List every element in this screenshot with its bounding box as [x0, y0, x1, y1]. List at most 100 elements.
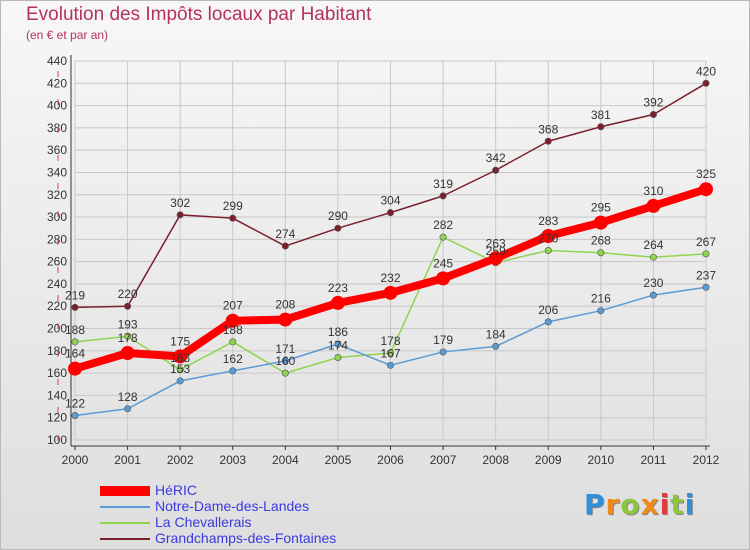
x-tick-label: 2002	[167, 453, 194, 467]
data-label: 174	[328, 339, 348, 353]
data-label: 259	[486, 244, 506, 258]
data-point	[71, 338, 79, 346]
y-tick-label: 260	[47, 255, 67, 269]
logo-letter: i	[659, 488, 671, 521]
legend-label-grandchamps: Grandchamps-des-Fontaines	[155, 530, 337, 546]
data-label: 216	[591, 292, 611, 306]
data-point	[544, 137, 552, 145]
x-tick-label: 2004	[272, 453, 299, 467]
data-label: 188	[223, 323, 243, 337]
data-point	[281, 242, 289, 250]
y-tick-label: 420	[47, 76, 67, 90]
data-point	[334, 224, 342, 232]
data-point	[649, 111, 657, 119]
data-point	[71, 411, 79, 419]
data-label: 263	[486, 236, 506, 250]
data-point	[702, 283, 710, 291]
data-point	[702, 250, 710, 258]
y-tick-label: 400	[47, 99, 67, 113]
data-point	[702, 79, 710, 87]
data-point	[544, 247, 552, 255]
data-point	[439, 233, 447, 241]
gridlines	[74, 60, 707, 441]
data-point	[68, 361, 82, 376]
x-tick-label: 2012	[693, 453, 720, 467]
data-point	[597, 249, 605, 257]
data-point	[278, 312, 293, 327]
data-point	[281, 369, 289, 377]
data-label: 304	[380, 194, 400, 208]
data-label: 219	[65, 288, 85, 302]
data-label: 162	[223, 352, 243, 366]
data-point	[334, 340, 342, 348]
data-point	[699, 182, 713, 197]
data-label: 392	[643, 96, 663, 110]
data-point	[544, 318, 552, 326]
data-label: 274	[275, 227, 295, 241]
data-label: 178	[380, 334, 400, 348]
data-point	[124, 332, 132, 340]
data-label: 188	[65, 323, 85, 337]
series-lines	[68, 79, 713, 419]
data-point	[124, 302, 132, 310]
data-label: 245	[433, 256, 453, 270]
logo-letter: x	[640, 488, 660, 521]
data-label: 310	[643, 184, 663, 198]
data-point	[386, 349, 394, 357]
data-label: 122	[65, 396, 85, 410]
data-label: 153	[170, 362, 190, 376]
data-label: 295	[591, 201, 611, 215]
data-point	[176, 211, 184, 219]
data-point	[439, 192, 447, 200]
data-point	[386, 209, 394, 217]
data-point	[597, 307, 605, 315]
data-point	[229, 214, 237, 222]
data-label: 223	[328, 281, 348, 295]
legend-swatch-grandchamps	[100, 538, 150, 540]
data-point	[176, 366, 184, 374]
data-point	[649, 291, 657, 299]
data-point	[436, 271, 451, 286]
data-label: 167	[380, 346, 400, 360]
data-label: 230	[643, 276, 663, 290]
y-tick-label: 160	[47, 366, 67, 380]
data-point	[386, 361, 394, 369]
data-point	[124, 405, 132, 413]
y-tick-label: 240	[47, 277, 67, 291]
data-label: 319	[433, 177, 453, 191]
data-label: 381	[591, 108, 611, 122]
y-tick-label: 200	[47, 322, 67, 336]
data-point	[492, 342, 500, 350]
data-point	[229, 338, 237, 346]
data-label: 342	[486, 151, 506, 165]
data-label: 368	[538, 122, 558, 136]
data-label: 283	[538, 214, 558, 228]
data-label: 171	[275, 342, 295, 356]
data-point	[281, 357, 289, 365]
data-point	[597, 123, 605, 131]
data-label: 299	[223, 199, 243, 213]
y-tick-label: 360	[47, 143, 67, 157]
data-label: 184	[486, 327, 506, 341]
x-tick-label: 2011	[641, 453, 667, 467]
x-tick-label: 2009	[535, 453, 562, 467]
logo-letter: r	[605, 488, 621, 521]
data-label: 220	[118, 287, 138, 301]
y-tick-label: 300	[47, 210, 67, 224]
y-tick-label: 380	[47, 121, 67, 135]
y-tick-label: 440	[47, 54, 67, 68]
data-label: 268	[591, 234, 611, 248]
data-point	[488, 251, 503, 266]
x-tick-label: 2000	[62, 453, 89, 467]
data-labels: 164 178 175 207 208 223 232 245 263 283 295 310 325 1…	[65, 64, 716, 410]
data-point	[492, 166, 500, 174]
logo-letter: i	[684, 488, 696, 521]
data-label: 270	[538, 232, 558, 246]
data-label: 267	[696, 235, 716, 249]
y-tick-label: 100	[47, 433, 67, 447]
data-label: 237	[696, 268, 716, 282]
x-tick-label: 2008	[482, 453, 509, 467]
data-label: 160	[275, 354, 295, 368]
data-label: 179	[433, 333, 453, 347]
